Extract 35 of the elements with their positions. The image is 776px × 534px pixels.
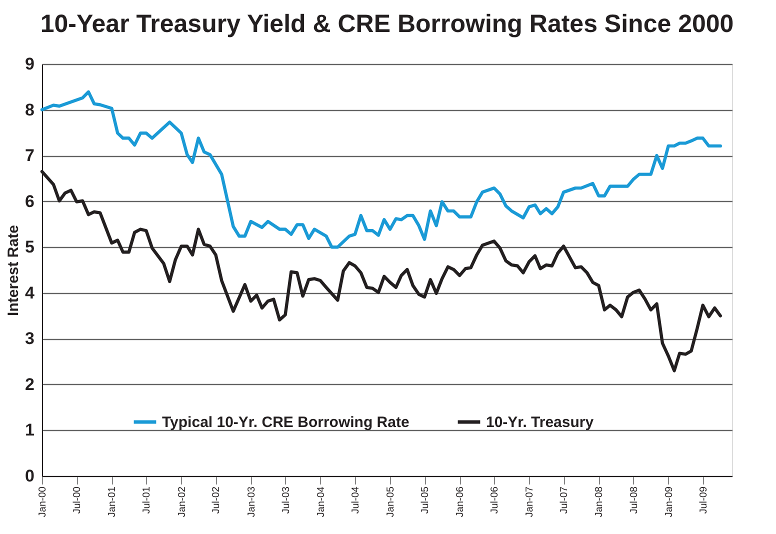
y-tick-label: 7 [25, 146, 34, 166]
x-tick-label: Jan-01 [107, 486, 118, 518]
x-tick-label: Jul-05 [420, 486, 432, 514]
y-tick-label: 3 [25, 329, 34, 348]
y-tick-label: 8 [25, 100, 34, 120]
y-tick-label: 9 [25, 54, 34, 74]
x-tick-label: Jan-08 [594, 486, 606, 518]
legend-label: 10-Yr. Treasury [486, 414, 594, 431]
x-tick-label: Jul-02 [211, 486, 222, 514]
x-tick-label: Jul-09 [698, 486, 710, 514]
y-tick-label: 1 [25, 420, 34, 440]
x-tick-label: Jul-04 [350, 486, 362, 514]
x-tick-label: Jan-09 [664, 486, 675, 518]
x-tick-label: Jan-03 [246, 486, 258, 518]
y-axis-title: Interest Rate [5, 225, 22, 316]
x-tick-label: Jan-02 [176, 486, 188, 518]
legend-label: Typical 10-Yr. CRE Borrowing Rate [162, 414, 410, 431]
y-tick-label: 0 [25, 466, 34, 486]
line-series [40, 90, 722, 249]
y-tick-label: 4 [25, 283, 36, 302]
y-tick-label: 2 [25, 374, 34, 394]
y-tick-label: 5 [25, 238, 34, 257]
x-tick-label: Jan-04 [316, 486, 327, 518]
x-tick-label: Jul-01 [142, 486, 153, 514]
x-tick-label: Jul-06 [490, 486, 501, 514]
x-tick-label: Jan-07 [524, 486, 536, 518]
x-tick-label: Jul-03 [280, 486, 292, 514]
x-tick-label: Jul-08 [628, 486, 640, 514]
x-tick-label: Jul-00 [72, 486, 84, 514]
x-tick-label: Jan-05 [386, 486, 397, 518]
x-tick-label: Jul-07 [559, 486, 570, 514]
y-tick-label: 6 [25, 192, 34, 211]
x-tick-label: Jan-00 [38, 486, 48, 518]
chart-title: 10-Year Treasury Yield & CRE Borrowing Rates Since 2000 [40, 10, 734, 38]
x-tick-label: Jan-06 [455, 486, 466, 518]
